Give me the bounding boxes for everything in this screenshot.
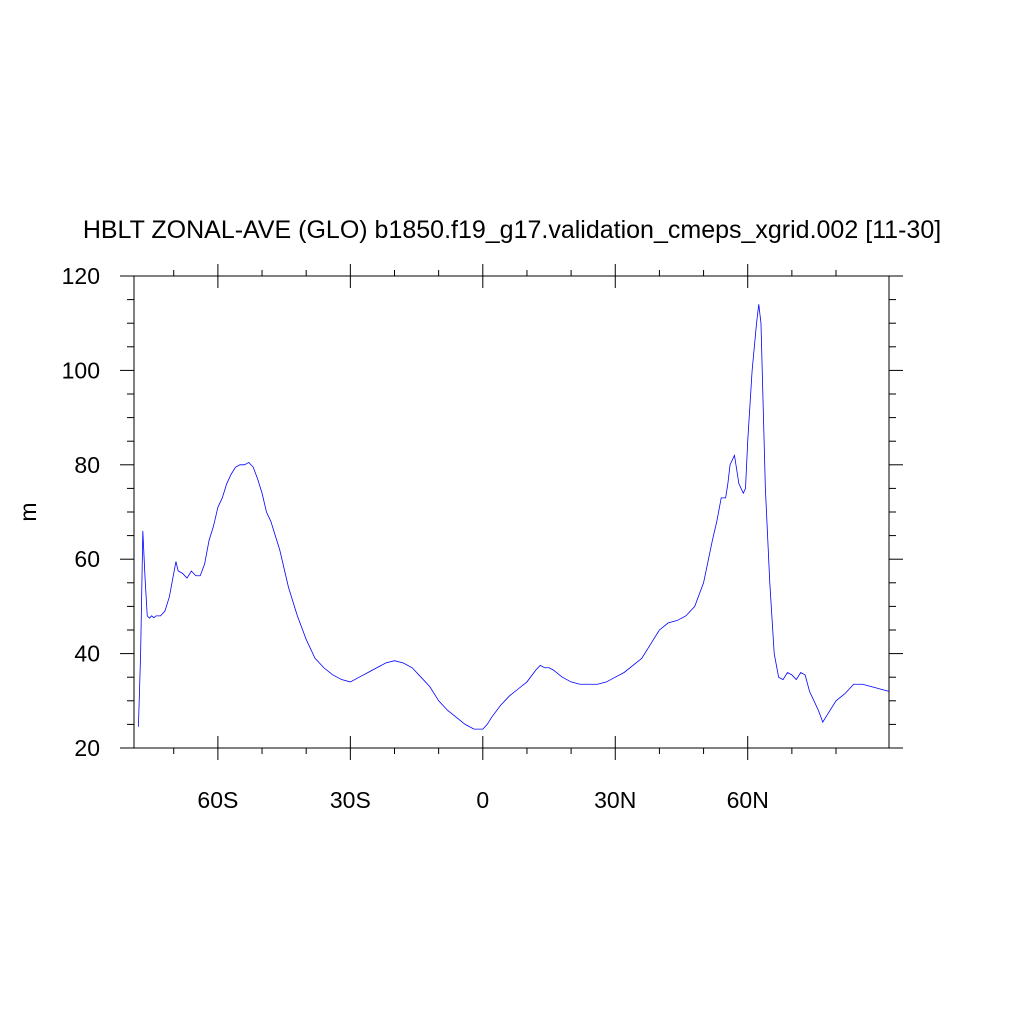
y-axis-label: m	[15, 502, 41, 521]
tick-marks	[120, 264, 903, 760]
y-tick-label: 60	[74, 546, 100, 572]
chart-title: HBLT ZONAL-AVE (GLO) b1850.f19_g17.valid…	[83, 216, 941, 244]
x-tick-label: 30N	[594, 787, 636, 813]
tick-labels: 60S 30S 0 30N 60N 20 40 60 80 100 120	[62, 263, 769, 813]
data-series-line	[138, 304, 890, 730]
y-tick-label: 20	[74, 735, 100, 761]
x-tick-label: 30S	[330, 787, 371, 813]
y-tick-label: 40	[74, 641, 100, 667]
y-tick-label: 120	[62, 263, 100, 289]
x-tick-label: 60S	[197, 787, 238, 813]
y-tick-label: 100	[62, 357, 100, 383]
x-tick-label: 0	[476, 787, 489, 813]
y-tick-label: 80	[74, 452, 100, 478]
plot-frame	[133, 275, 890, 749]
x-tick-label: 60N	[727, 787, 769, 813]
